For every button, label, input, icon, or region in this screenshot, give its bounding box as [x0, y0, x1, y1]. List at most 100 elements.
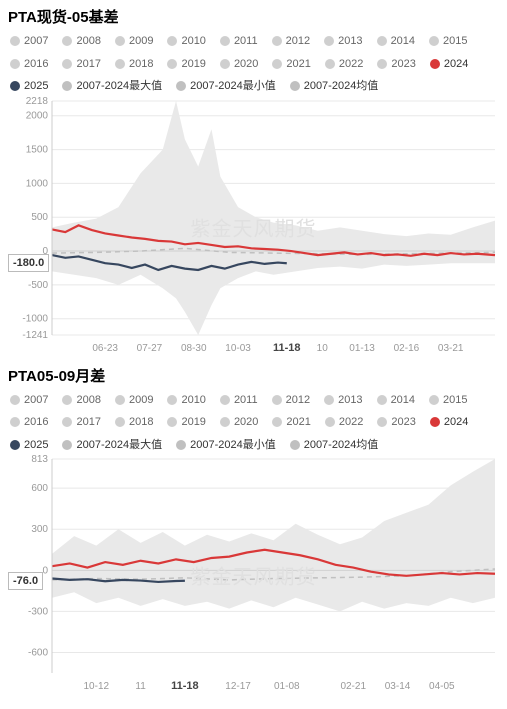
legend-ghost-year[interactable]: 2012 — [272, 392, 310, 409]
legend-label: 2020 — [234, 56, 258, 73]
legend-series[interactable]: 2024 — [430, 414, 468, 431]
svg-text:11-18: 11-18 — [171, 680, 199, 692]
legend-dot-icon — [272, 417, 282, 427]
svg-text:06-23: 06-23 — [92, 343, 118, 354]
legend-dot-icon — [10, 395, 20, 405]
legend-dot-icon — [167, 395, 177, 405]
legend-label: 2011 — [234, 33, 258, 50]
legend-dot-icon — [290, 81, 300, 91]
legend-ghost-year[interactable]: 2018 — [115, 414, 153, 431]
legend-series[interactable]: 2025 — [10, 437, 48, 454]
legend-label: 2016 — [24, 414, 48, 431]
legend-ghost-year[interactable]: 2015 — [429, 33, 467, 50]
svg-text:2000: 2000 — [26, 110, 49, 121]
range-band — [52, 459, 495, 611]
legend-label: 2017 — [76, 414, 100, 431]
legend-label: 2025 — [24, 78, 48, 95]
legend-label: 2013 — [338, 33, 362, 50]
svg-text:10: 10 — [317, 343, 329, 354]
legend-ghost-year[interactable]: 2021 — [272, 56, 310, 73]
legend-dot-icon — [430, 417, 440, 427]
legend-series[interactable]: 2024 — [430, 56, 468, 73]
legend-dot-icon — [325, 417, 335, 427]
legend-ghost-year[interactable]: 2011 — [220, 33, 258, 50]
svg-text:10-12: 10-12 — [84, 681, 110, 692]
chart1-callout: -180.0 — [8, 254, 49, 272]
legend-ghost-year[interactable]: 2014 — [377, 33, 415, 50]
legend-label: 2011 — [234, 392, 258, 409]
legend-series[interactable]: 2007-2024均值 — [290, 78, 379, 95]
legend-label: 2007-2024均值 — [304, 437, 379, 454]
legend-label: 2021 — [286, 414, 310, 431]
svg-text:-300: -300 — [28, 606, 48, 617]
legend-dot-icon — [62, 36, 72, 46]
legend-label: 2018 — [129, 414, 153, 431]
legend-ghost-year[interactable]: 2010 — [167, 33, 205, 50]
legend-ghost-year[interactable]: 2020 — [220, 414, 258, 431]
legend-ghost-year[interactable]: 2012 — [272, 33, 310, 50]
legend-dot-icon — [115, 59, 125, 69]
chart2-legend: 2007 2008 2009 2010 2011 2012 2013 2014 2015 2016… — [6, 392, 501, 456]
legend-dot-icon — [167, 59, 177, 69]
legend-dot-icon — [377, 417, 387, 427]
legend-ghost-year[interactable]: 2016 — [10, 56, 48, 73]
legend-series[interactable]: 2007-2024最大值 — [62, 78, 162, 95]
legend-label: 2024 — [444, 56, 468, 73]
legend-ghost-year[interactable]: 2018 — [115, 56, 153, 73]
legend-ghost-year[interactable]: 2013 — [324, 392, 362, 409]
svg-text:300: 300 — [31, 524, 48, 535]
legend-ghost-year[interactable]: 2021 — [272, 414, 310, 431]
legend-ghost-year[interactable]: 2022 — [325, 56, 363, 73]
legend-ghost-year[interactable]: 2020 — [220, 56, 258, 73]
legend-label: 2015 — [443, 392, 467, 409]
legend-label: 2007-2024最小值 — [190, 437, 276, 454]
svg-text:02-21: 02-21 — [340, 681, 366, 692]
legend-ghost-year[interactable]: 2008 — [62, 33, 100, 50]
svg-text:1000: 1000 — [26, 178, 49, 189]
legend-label: 2009 — [129, 392, 153, 409]
svg-text:-1000: -1000 — [22, 313, 48, 324]
legend-dot-icon — [272, 395, 282, 405]
legend-series[interactable]: 2025 — [10, 78, 48, 95]
legend-ghost-year[interactable]: 2011 — [220, 392, 258, 409]
legend-ghost-year[interactable]: 2022 — [325, 414, 363, 431]
legend-label: 2008 — [76, 33, 100, 50]
legend-label: 2012 — [286, 392, 310, 409]
legend-dot-icon — [220, 36, 230, 46]
legend-label: 2012 — [286, 33, 310, 50]
legend-ghost-year[interactable]: 2023 — [377, 56, 415, 73]
legend-ghost-year[interactable]: 2009 — [115, 33, 153, 50]
legend-ghost-year[interactable]: 2017 — [62, 414, 100, 431]
legend-ghost-year[interactable]: 2014 — [377, 392, 415, 409]
svg-text:04-05: 04-05 — [429, 681, 455, 692]
legend-label: 2018 — [129, 56, 153, 73]
legend-label: 2024 — [444, 414, 468, 431]
legend-label: 2019 — [181, 56, 205, 73]
legend-series[interactable]: 2007-2024最小值 — [176, 437, 276, 454]
legend-ghost-year[interactable]: 2007 — [10, 392, 48, 409]
legend-label: 2023 — [391, 56, 415, 73]
legend-dot-icon — [115, 36, 125, 46]
legend-ghost-year[interactable]: 2023 — [377, 414, 415, 431]
legend-dot-icon — [325, 59, 335, 69]
legend-dot-icon — [62, 81, 72, 91]
legend-series[interactable]: 2007-2024最大值 — [62, 437, 162, 454]
legend-ghost-year[interactable]: 2008 — [62, 392, 100, 409]
legend-ghost-year[interactable]: 2019 — [167, 56, 205, 73]
svg-text:01-13: 01-13 — [349, 343, 375, 354]
legend-label: 2023 — [391, 414, 415, 431]
legend-label: 2025 — [24, 437, 48, 454]
legend-series[interactable]: 2007-2024最小值 — [176, 78, 276, 95]
legend-ghost-year[interactable]: 2013 — [324, 33, 362, 50]
legend-ghost-year[interactable]: 2015 — [429, 392, 467, 409]
legend-ghost-year[interactable]: 2017 — [62, 56, 100, 73]
legend-ghost-year[interactable]: 2010 — [167, 392, 205, 409]
svg-text:11: 11 — [135, 681, 146, 692]
legend-ghost-year[interactable]: 2019 — [167, 414, 205, 431]
legend-series[interactable]: 2007-2024均值 — [290, 437, 379, 454]
legend-ghost-year[interactable]: 2009 — [115, 392, 153, 409]
legend-dot-icon — [272, 36, 282, 46]
legend-ghost-year[interactable]: 2007 — [10, 33, 48, 50]
legend-ghost-year[interactable]: 2016 — [10, 414, 48, 431]
legend-label: 2007 — [24, 33, 48, 50]
